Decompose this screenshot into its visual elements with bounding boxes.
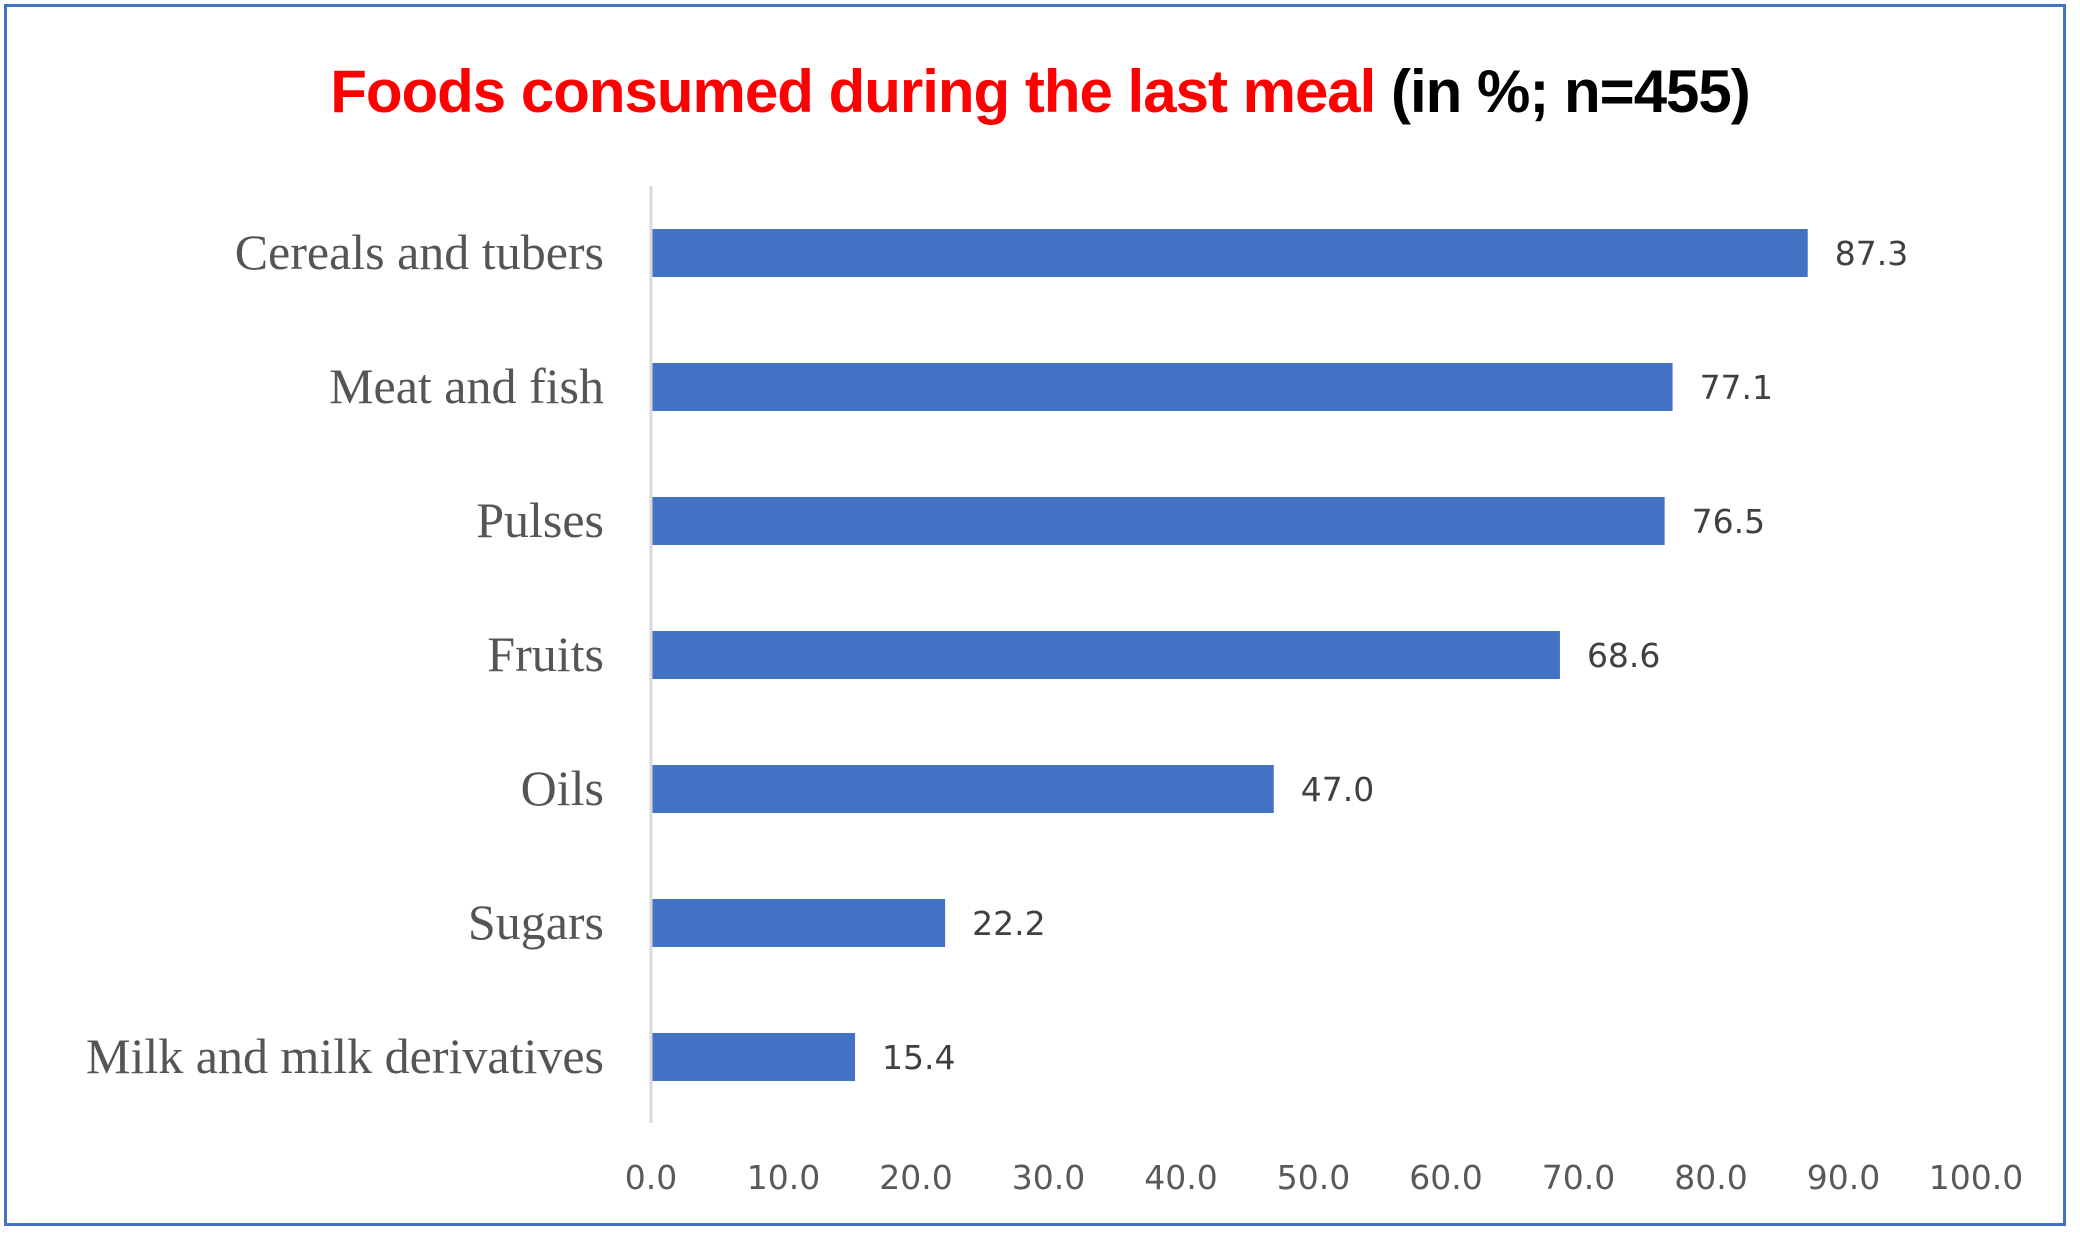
category-label: Oils xyxy=(521,760,604,816)
bars-group xyxy=(652,229,1808,1081)
category-label: Fruits xyxy=(487,626,604,682)
category-label: Milk and milk derivatives xyxy=(86,1028,604,1084)
x-tick-label: 60.0 xyxy=(1409,1158,1482,1197)
x-tick-label: 40.0 xyxy=(1144,1158,1217,1197)
value-label: 77.1 xyxy=(1700,368,1773,407)
value-label: 87.3 xyxy=(1835,234,1908,273)
x-tick-label: 70.0 xyxy=(1542,1158,1615,1197)
chart-title: Foods consumed during the last meal (in … xyxy=(0,52,2080,132)
bar xyxy=(652,899,946,947)
category-label: Sugars xyxy=(468,894,604,950)
category-label: Meat and fish xyxy=(329,358,604,414)
category-labels: Cereals and tubers Meat and fish Pulses Fru… xyxy=(86,224,604,1084)
bar xyxy=(652,631,1560,679)
category-label: Cereals and tubers xyxy=(235,224,604,280)
x-axis-ticks: 0.0 10.0 20.0 30.0 40.0 50.0 60.0 70.0 80.0 90.0 1… xyxy=(625,1158,2023,1197)
bar xyxy=(652,765,1274,813)
chart-title-suffix: (in %; n=455) xyxy=(1391,58,1751,125)
x-tick-label: 20.0 xyxy=(879,1158,952,1197)
x-tick-label: 100.0 xyxy=(1929,1158,2023,1197)
chart-title-main: Foods consumed during the last meal xyxy=(330,58,1376,125)
value-label: 76.5 xyxy=(1692,502,1765,541)
bar xyxy=(652,1033,856,1081)
bar xyxy=(652,363,1673,411)
x-tick-label: 10.0 xyxy=(747,1158,820,1197)
value-labels: 87.3 77.1 76.5 68.6 47.0 22.2 15.4 xyxy=(882,234,1908,1077)
bar xyxy=(652,229,1808,277)
x-tick-label: 50.0 xyxy=(1277,1158,1350,1197)
chart-frame xyxy=(4,4,2066,1226)
x-tick-label: 0.0 xyxy=(625,1158,677,1197)
category-label: Pulses xyxy=(476,492,604,548)
x-tick-label: 90.0 xyxy=(1807,1158,1880,1197)
value-label: 15.4 xyxy=(882,1038,955,1077)
bar xyxy=(652,497,1665,545)
value-label: 47.0 xyxy=(1301,770,1374,809)
x-tick-label: 80.0 xyxy=(1674,1158,1747,1197)
value-label: 22.2 xyxy=(972,904,1045,943)
x-tick-label: 30.0 xyxy=(1012,1158,1085,1197)
value-label: 68.6 xyxy=(1587,636,1660,675)
